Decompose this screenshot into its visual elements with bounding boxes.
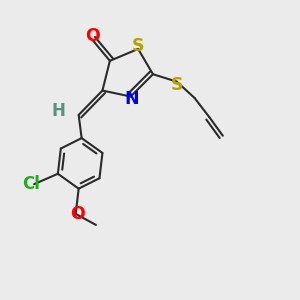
Text: O: O [85, 28, 99, 46]
Text: O: O [70, 205, 85, 223]
Text: S: S [132, 37, 144, 55]
Text: S: S [170, 76, 183, 94]
Text: N: N [125, 90, 140, 108]
Text: Cl: Cl [22, 175, 40, 193]
Text: H: H [52, 102, 65, 120]
